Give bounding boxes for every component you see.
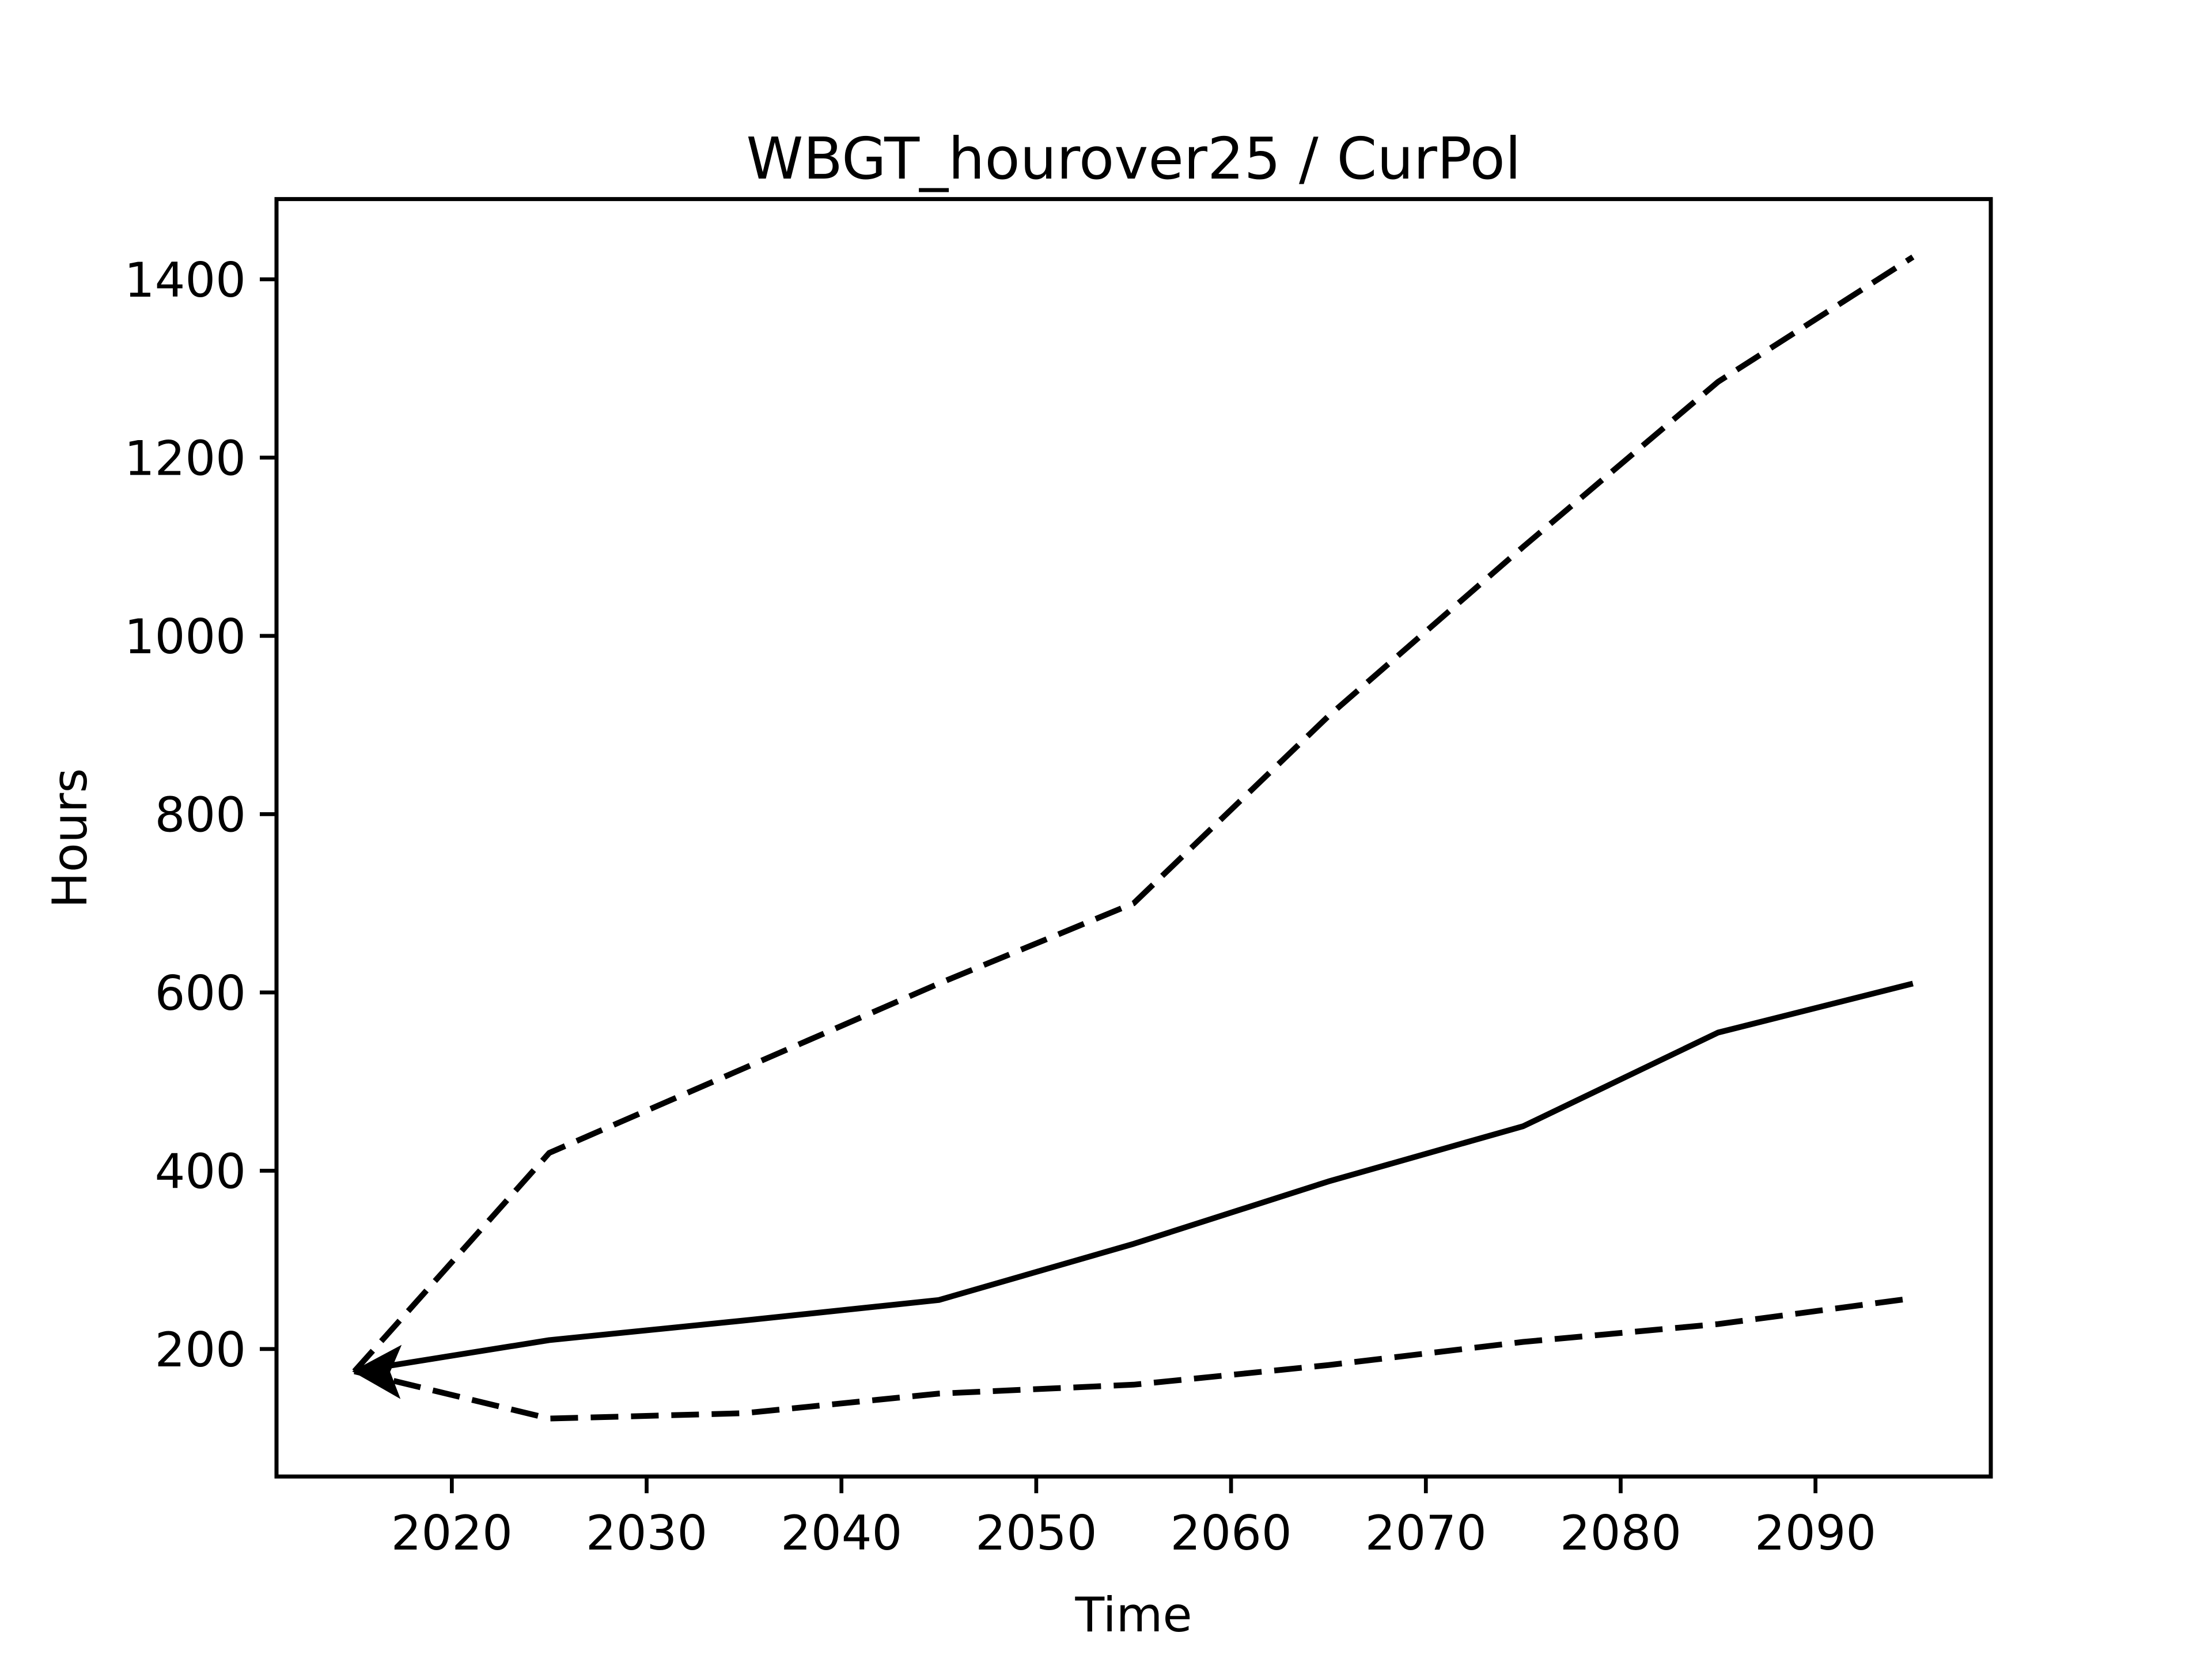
x-axis-label: Time (1074, 1587, 1192, 1643)
series-line-upper-envelope (352, 254, 1915, 1373)
y-tick-label: 200 (155, 1322, 246, 1378)
x-tick-label: 2030 (586, 1505, 707, 1561)
y-tick-label: 400 (155, 1143, 246, 1199)
y-tick-label: 800 (155, 787, 246, 843)
ticks-layer: 2020 2030 2040 2050 2060 2070 2080 2090 200 400 60… (124, 252, 1876, 1561)
y-axis-label: Hours (42, 768, 98, 908)
series-layer (352, 254, 1915, 1422)
x-tick-label: 2090 (1755, 1505, 1876, 1561)
series-line-median (354, 980, 1914, 1374)
y-tick-label: 1000 (124, 609, 246, 665)
chart-title: WBGT_hourover25 / CurPol (746, 125, 1521, 192)
x-tick-label: 2070 (1365, 1505, 1487, 1561)
plot-area (274, 197, 1993, 1479)
series-line-lower-envelope (354, 1295, 1914, 1422)
x-tick-label: 2040 (781, 1505, 902, 1561)
y-tick-label: 600 (155, 965, 246, 1021)
x-tick-label: 2080 (1560, 1505, 1681, 1561)
x-tick-label: 2020 (391, 1505, 513, 1561)
start-arrowhead (352, 1344, 402, 1399)
x-tick-label: 2060 (1170, 1505, 1291, 1561)
y-tick-label: 1200 (124, 430, 246, 486)
x-tick-label: 2050 (975, 1505, 1097, 1561)
y-tick-label: 1400 (124, 252, 246, 308)
